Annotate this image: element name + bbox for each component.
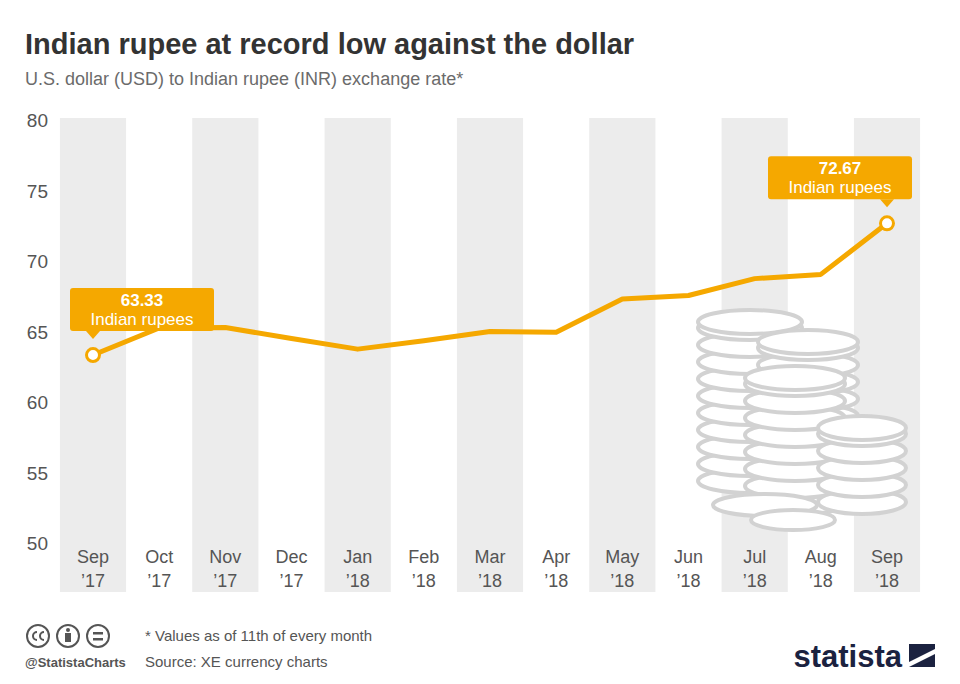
x-tick-label: Nov’17 [209, 547, 241, 591]
license-icon [87, 625, 109, 647]
coin [818, 416, 906, 440]
license-icons [27, 625, 109, 647]
x-tick-label: Sep’18 [871, 547, 903, 591]
coins-illustration [698, 310, 906, 530]
point-marker [881, 217, 894, 230]
footnote: * Values as of 11th of every month [145, 627, 372, 644]
y-tick-label: 60 [27, 392, 48, 413]
callout-pointer [86, 331, 100, 339]
source: Source: XE currency charts [145, 653, 328, 670]
x-tick-label: Oct’17 [145, 547, 173, 591]
column-band [457, 118, 523, 592]
y-tick-label: 55 [27, 463, 48, 484]
logo: statista [793, 639, 902, 674]
data-label-note: Indian rupees [788, 178, 891, 197]
callout: 63.33Indian rupees [70, 288, 214, 339]
point-marker [87, 349, 100, 362]
x-tick-label: Mar’18 [475, 547, 506, 591]
y-tick-label: 50 [27, 533, 48, 554]
logo-icon-stripe [909, 649, 935, 667]
data-label-note: Indian rupees [90, 310, 193, 329]
x-tick-label: Jun’18 [674, 547, 703, 591]
logo-icon [909, 644, 935, 667]
column-band [192, 118, 258, 592]
data-label: 63.33 [121, 291, 164, 310]
coin [758, 330, 858, 354]
y-tick-label: 65 [27, 322, 48, 343]
x-tick-label: Jan’18 [343, 547, 372, 591]
callout: 72.67Indian rupees [768, 156, 912, 207]
x-tick-label: Dec’17 [275, 547, 307, 591]
column-band [589, 118, 655, 592]
x-tick-label: Sep’17 [77, 547, 109, 591]
background [0, 0, 960, 684]
callout-box [70, 288, 214, 331]
license-icon [57, 625, 79, 647]
x-tick-label: May’18 [605, 547, 639, 591]
license-glyph [33, 632, 44, 640]
handle: @StatistaCharts [25, 655, 126, 670]
x-tick-label: Jul’18 [743, 547, 767, 591]
data-label: 72.67 [819, 159, 862, 178]
x-tick-label: Apr’18 [542, 547, 570, 591]
x-tick-label: Aug’18 [805, 547, 837, 591]
license-glyph [93, 638, 103, 641]
coin [751, 510, 835, 530]
column-band [60, 118, 126, 592]
y-tick-label: 70 [27, 251, 48, 272]
callout-box [768, 156, 912, 199]
license-glyph [66, 628, 70, 632]
column-band [325, 118, 391, 592]
callout-pointer [880, 199, 894, 207]
license-glyph [65, 633, 71, 642]
license-glyph [93, 632, 103, 635]
subtitle: U.S. dollar (USD) to Indian rupee (INR) … [25, 69, 463, 89]
title: Indian rupee at record low against the d… [25, 28, 634, 60]
license-icon [27, 625, 49, 647]
x-tick-label: Feb’18 [408, 547, 439, 591]
coin [745, 366, 845, 390]
y-tick-label: 75 [27, 181, 48, 202]
y-tick-label: 80 [27, 110, 48, 131]
